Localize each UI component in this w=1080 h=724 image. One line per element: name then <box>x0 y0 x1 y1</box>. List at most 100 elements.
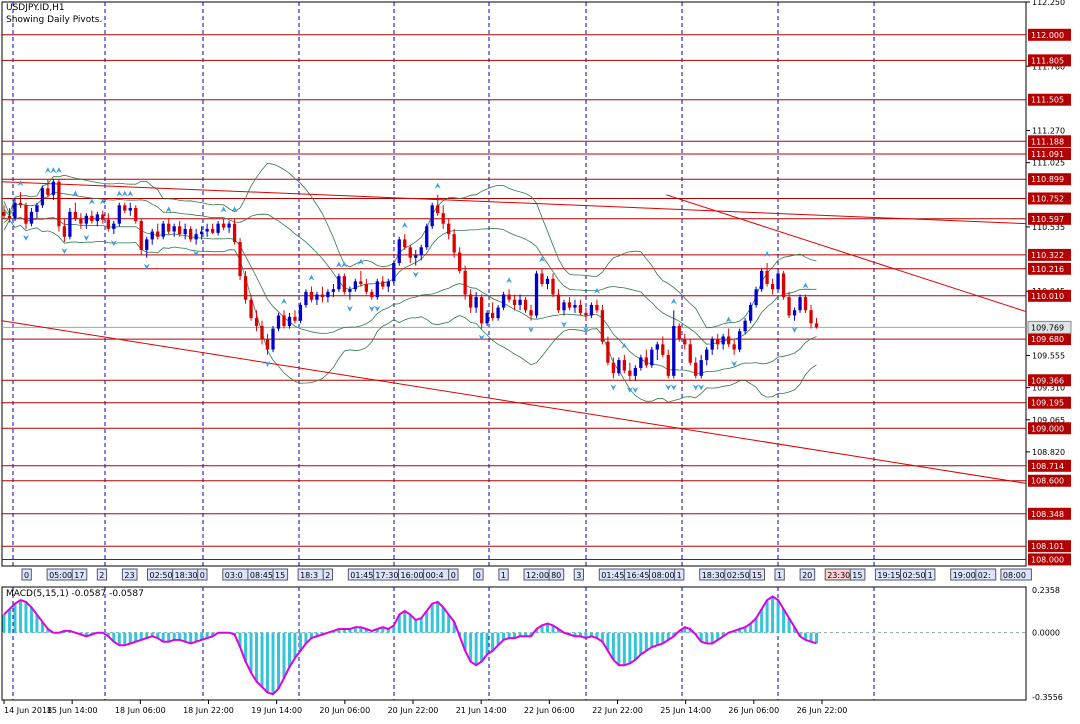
fractal-up-62 <box>341 261 348 268</box>
time-marker-label-28: 02:50 <box>727 571 750 580</box>
fractal-down-68 <box>374 305 381 312</box>
candle-body-123 <box>677 325 681 340</box>
candle-body-0 <box>2 211 6 216</box>
candle-body-131 <box>721 336 725 345</box>
candle-body-5 <box>29 211 34 224</box>
pivot-label-bg-19 <box>1028 553 1071 566</box>
candle-body-129 <box>710 339 714 350</box>
candle-body-134 <box>738 331 742 350</box>
time-marker-label-0: 0 <box>24 571 29 580</box>
candle-body-117 <box>644 357 648 366</box>
fractal-up-22 <box>121 190 128 197</box>
candle-body-80 <box>441 213 445 224</box>
candle-body-148 <box>814 323 819 328</box>
price-tick-label-4: 110.535 <box>1032 223 1065 232</box>
candle-body-74 <box>408 247 412 258</box>
pivot-label-4: 111.091 <box>1031 150 1064 159</box>
candle-body-83 <box>458 252 462 271</box>
time-marker-label-23: 01:45 <box>601 571 624 580</box>
pivot-label-14: 109.000 <box>1031 424 1064 433</box>
fractal-up-23 <box>127 190 134 197</box>
fractal-down-4 <box>22 234 29 241</box>
date-label-11: 26 Jun 06:00 <box>728 706 779 715</box>
candle-body-67 <box>370 291 374 298</box>
candle-body-3 <box>18 202 23 206</box>
time-marker-label-1: 05:00 <box>49 571 72 580</box>
pivot-label-bg-6 <box>1028 192 1071 205</box>
candle-body-115 <box>633 367 637 376</box>
pivot-label-bg-10 <box>1028 289 1071 302</box>
candle-body-94 <box>518 299 522 305</box>
pivot-label-7: 110.597 <box>1031 215 1064 224</box>
fractal-down-122 <box>670 384 677 391</box>
candle-body-54 <box>298 304 303 321</box>
candle-body-62 <box>342 276 347 292</box>
date-label-1: 15 Jun 14:00 <box>47 706 98 715</box>
candle-body-10 <box>57 181 61 227</box>
candle-body-28 <box>156 231 160 237</box>
candle-body-144 <box>792 310 797 316</box>
time-marker-label-8: 03:0 <box>225 571 243 580</box>
pivot-label-bg-13 <box>1028 396 1071 409</box>
candle-body-24 <box>134 207 138 222</box>
pivot-label-bg-7 <box>1028 212 1071 225</box>
fractal-up-108 <box>593 287 600 294</box>
candle-body-78 <box>430 205 434 227</box>
candle-body-88 <box>485 312 489 324</box>
time-marker-label-18: 0 <box>476 571 481 580</box>
pivot-label-1: 111.805 <box>1031 56 1064 65</box>
candle-body-130 <box>716 339 720 345</box>
fractal-down-115 <box>632 387 639 394</box>
candle-body-69 <box>381 281 385 287</box>
time-marker-label-34: 19:15 <box>877 571 900 580</box>
candle-body-108 <box>595 304 599 311</box>
fractal-up-73 <box>401 222 408 229</box>
candle-body-18 <box>101 214 105 220</box>
fractal-down-63 <box>346 305 353 312</box>
candle-body-97 <box>534 273 539 316</box>
candle-body-21 <box>117 205 121 224</box>
pivot-label-bg-16 <box>1028 474 1071 487</box>
candle-body-99 <box>545 278 550 284</box>
price-tick-label-6: 109.555 <box>1032 351 1065 360</box>
pivot-label-bg-5 <box>1028 173 1071 186</box>
date-label-9: 22 Jun 22:00 <box>592 706 643 715</box>
candle-body-32 <box>178 226 182 235</box>
candle-body-79 <box>436 205 440 214</box>
candle-body-106 <box>584 312 588 316</box>
candle-body-113 <box>622 360 627 371</box>
current-price-label: 109.769 <box>1031 323 1064 332</box>
time-marker-label-35: 02:50 <box>903 571 926 580</box>
time-marker-label-31: 20 <box>802 571 812 580</box>
fractal-up-21 <box>116 190 123 197</box>
candle-body-6 <box>35 205 39 212</box>
candle-body-124 <box>683 339 687 345</box>
fractal-down-26 <box>143 263 150 270</box>
candle-body-30 <box>167 223 171 232</box>
fractal-up-146 <box>802 282 809 289</box>
candle-body-39 <box>216 223 220 233</box>
candle-body-105 <box>578 304 583 313</box>
trendline-2 <box>1 320 1027 484</box>
bollinger-inner-upper <box>3 191 817 345</box>
candle-body-53 <box>293 316 297 321</box>
candle-body-49 <box>271 328 275 350</box>
candle-body-35 <box>194 234 198 240</box>
time-marker-label-14: 17:30 <box>375 571 398 580</box>
fractal-up-10 <box>55 167 62 174</box>
date-label-2: 18 Jun 06:00 <box>115 706 166 715</box>
pivot-label-bg-4 <box>1028 148 1071 161</box>
time-marker-label-32: 23:30 <box>827 571 850 580</box>
fractal-up-30 <box>165 206 172 213</box>
fractal-down-11 <box>61 248 68 255</box>
time-marker-label-26: 1 <box>677 571 682 580</box>
time-marker-17 <box>448 568 459 581</box>
macd-tick-label-1: 0.0000 <box>1032 629 1060 638</box>
candle-body-1 <box>7 215 12 219</box>
candle-body-125 <box>688 344 692 363</box>
time-marker-3 <box>96 568 108 581</box>
candle-body-91 <box>501 294 506 308</box>
candle-body-72 <box>397 239 401 264</box>
